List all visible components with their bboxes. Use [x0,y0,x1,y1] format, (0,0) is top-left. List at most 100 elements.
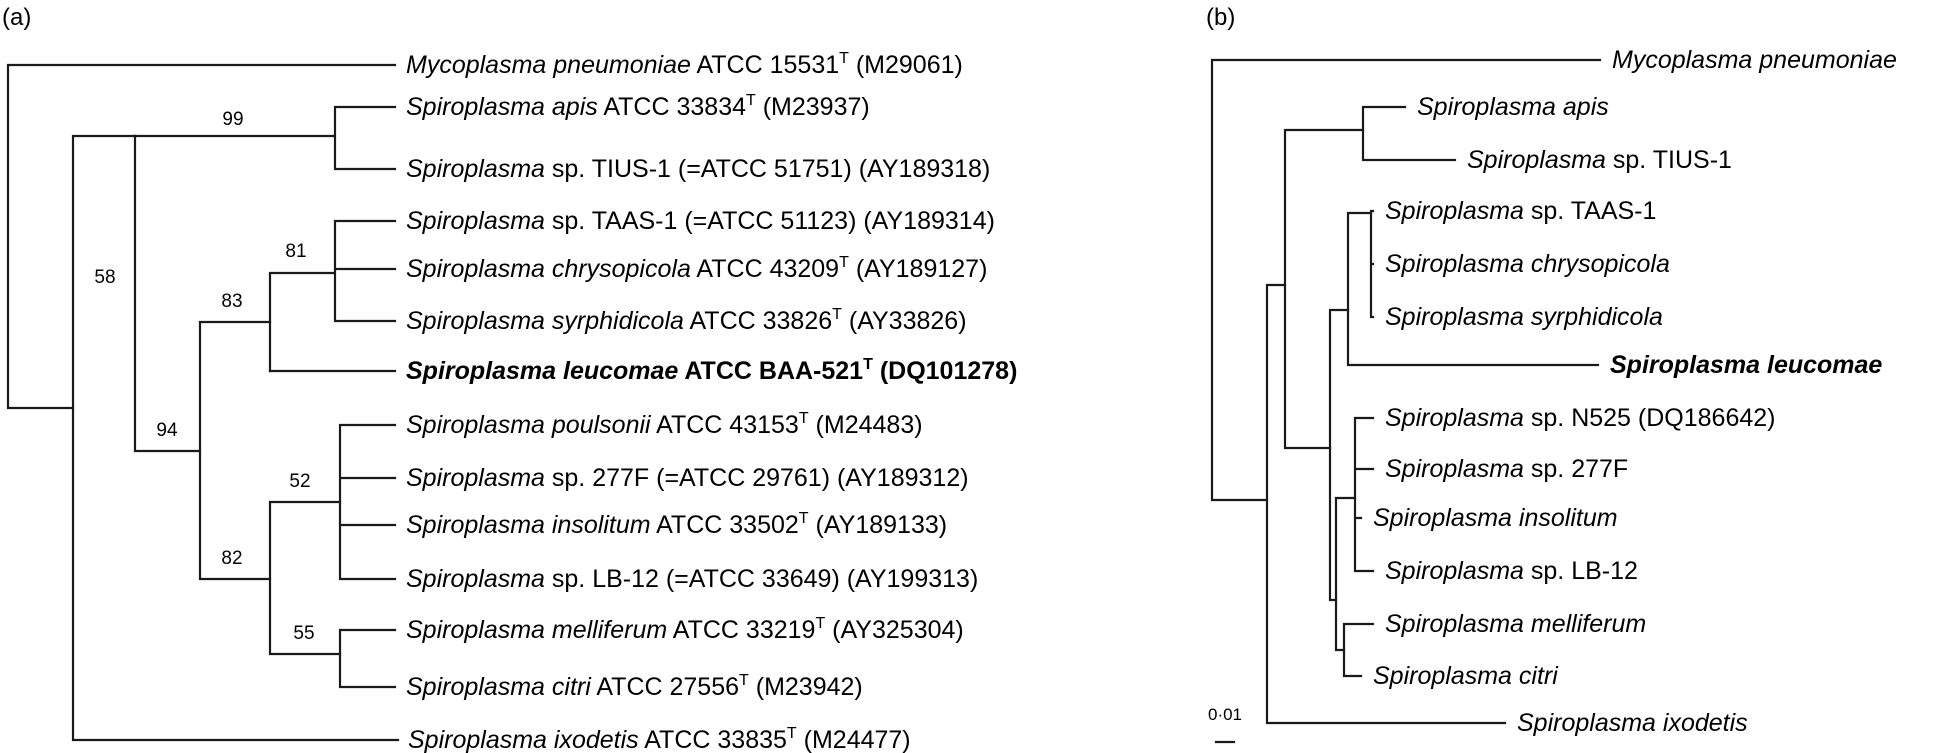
taxon-genus: Spiroplasma [406,411,545,439]
leaf-label-a: Spiroplasma sp. TAAS-1 (=ATCC 51123) (AY… [406,207,995,235]
bootstrap-value: 82 [221,548,242,569]
panel-a-branches [6,63,400,742]
accession-text: (AY189127) [849,255,988,283]
strain-text: ATCC 15531 [691,51,839,79]
taxon-epithet: melliferum [545,616,667,644]
strain-text: ATCC BAA-521 [678,357,863,385]
accession-text: (DQ101278) [873,357,1018,385]
accession-text: (M23942) [749,673,863,701]
strain-text: ATCC 43153 [651,411,799,439]
taxon-genus: Spiroplasma [406,616,545,644]
taxon-epithet: chrysopicola [1524,250,1670,278]
taxon-genus: Spiroplasma [1385,197,1524,225]
strain-text: ATCC 33834 [598,93,746,121]
accession-text: (M24477) [797,726,911,753]
leaf-label-b: Spiroplasma sp. N525 (DQ186642) [1385,404,1775,432]
taxon-genus: Spiroplasma [1385,557,1524,585]
taxon-epithet: pneumoniae [546,51,691,79]
leaf-label-a: Spiroplasma sp. LB-12 (=ATCC 33649) (AY1… [406,565,978,593]
bootstrap-value: 58 [94,267,115,288]
taxon-genus: Spiroplasma [406,207,545,235]
panel-a-bootstrap-labels: 99 58 81 83 94 52 82 55 [94,109,314,644]
accession-text: (M29061) [849,51,963,79]
taxon-genus: Spiroplasma [406,357,556,385]
strain-text: sp. LB-12 (=ATCC 33649) (AY199313) [545,565,978,593]
taxon-epithet: insolitum [1512,504,1618,532]
taxon-genus: Spiroplasma [406,464,545,492]
taxon-epithet: syrphidicola [1524,303,1663,331]
bootstrap-value: 55 [293,623,314,644]
strain-text: sp. TIUS-1 [1606,146,1732,174]
taxon-genus: Spiroplasma [406,307,545,335]
type-strain-superscript: T [746,92,756,109]
type-strain-superscript: T [799,510,809,527]
taxon-genus: Spiroplasma [406,255,545,283]
leaf-label-a: Spiroplasma chrysopicola ATCC 43209T (AY… [406,254,987,283]
scale-bar-label: 0·01 [1208,705,1242,724]
bootstrap-value: 99 [222,109,243,130]
type-strain-superscript: T [799,410,809,427]
taxon-genus: Spiroplasma [406,673,545,701]
taxon-epithet: leucomae [556,357,678,385]
strain-text: ATCC 33835 [639,726,787,753]
panel-b-branches [1210,58,1602,725]
leaf-label-a: Spiroplasma melliferum ATCC 33219T (AY32… [406,615,964,644]
taxon-genus: Mycoplasma [1612,46,1752,74]
leaf-label-a: Spiroplasma syrphidicola ATCC 33826T (AY… [406,306,967,335]
taxon-epithet: syrphidicola [545,307,684,335]
taxon-epithet: apis [545,93,598,121]
strain-text: sp. TAAS-1 (=ATCC 51123) (AY189314) [545,207,995,235]
strain-text: sp. 277F [1524,455,1628,483]
leaf-label-b: Spiroplasma sp. TAAS-1 [1385,197,1656,225]
leaf-label-a: Spiroplasma leucomae ATCC BAA-521T (DQ10… [406,356,1017,385]
strain-text: ATCC 33826 [684,307,832,335]
taxon-genus: Spiroplasma [408,726,547,753]
taxon-genus: Spiroplasma [1385,610,1524,638]
type-strain-superscript: T [787,725,797,742]
panel-a-leaf-labels: Mycoplasma pneumoniae ATCC 15531T (M2906… [406,50,1017,753]
leaf-label-b: Spiroplasma sp. LB-12 [1385,557,1638,585]
bootstrap-value: 81 [285,241,306,262]
accession-text: (AY33826) [842,307,967,335]
strain-text: ATCC 43209 [691,255,839,283]
leaf-label-a: Spiroplasma sp. 277F (=ATCC 29761) (AY18… [406,464,969,492]
taxon-genus: Spiroplasma [1417,93,1556,121]
taxon-epithet: citri [545,673,592,701]
accession-text: (M24483) [809,411,923,439]
panel-a-label: (a) [2,4,31,31]
accession-text: (M23937) [756,93,870,121]
strain-text: sp. N525 (DQ186642) [1524,404,1776,432]
strain-text: sp. LB-12 [1524,557,1638,585]
taxon-genus: Spiroplasma [1517,709,1656,737]
taxon-epithet: pneumoniae [1752,46,1897,74]
taxon-genus: Spiroplasma [1373,504,1512,532]
leaf-label-b: Spiroplasma citri [1373,662,1559,690]
strain-text: ATCC 27556 [591,673,739,701]
leaf-label-b: Spiroplasma insolitum [1373,504,1618,532]
taxon-epithet: apis [1556,93,1609,121]
strain-text: ATCC 33502 [651,511,799,539]
strain-text: sp. TAAS-1 [1524,197,1656,225]
leaf-label-b: Spiroplasma melliferum [1385,610,1646,638]
leaf-label-a: Mycoplasma pneumoniae ATCC 15531T (M2906… [406,50,963,79]
leaf-label-b: Spiroplasma chrysopicola [1385,250,1670,278]
leaf-label-b: Spiroplasma ixodetis [1517,709,1748,737]
taxon-epithet: citri [1512,662,1559,690]
taxon-epithet: ixodetis [547,726,639,753]
scale-bar: 0·01 [1208,705,1242,744]
leaf-label-b: Mycoplasma pneumoniae [1612,46,1897,74]
leaf-label-b: Spiroplasma leucomae [1610,351,1882,379]
taxon-epithet: insolitum [545,511,651,539]
taxon-genus: Spiroplasma [1385,455,1524,483]
panel-b-label: (b) [1206,4,1235,31]
taxon-genus: Spiroplasma [406,155,545,183]
taxon-genus: Spiroplasma [1385,404,1524,432]
leaf-label-a: Spiroplasma poulsonii ATCC 43153T (M2448… [406,410,923,439]
leaf-label-b: Spiroplasma sp. TIUS-1 [1467,146,1732,174]
leaf-label-b: Spiroplasma syrphidicola [1385,303,1663,331]
taxon-genus: Spiroplasma [1373,662,1512,690]
taxon-genus: Spiroplasma [406,93,545,121]
